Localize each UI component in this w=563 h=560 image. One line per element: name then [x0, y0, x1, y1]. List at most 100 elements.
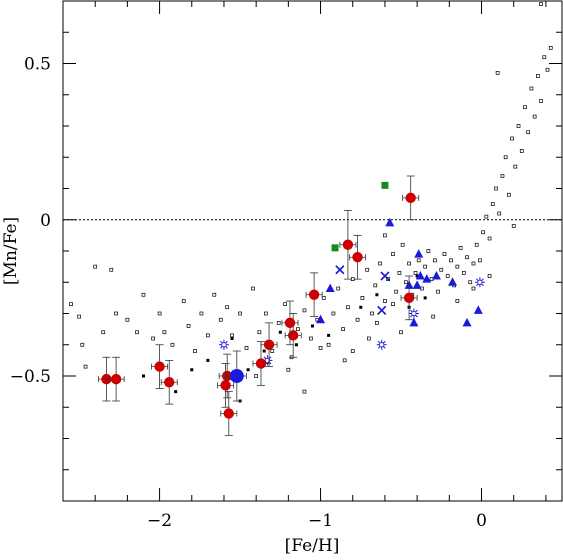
background-open-point [391, 252, 395, 256]
background-open-point [251, 286, 255, 291]
blue-triangle-point [462, 317, 472, 327]
background-open-point [386, 277, 391, 281]
background-open-point [494, 186, 498, 191]
background-open-point [181, 299, 186, 303]
star-series [218, 277, 485, 366]
red-circle-point [101, 373, 112, 385]
background-open-point [500, 174, 505, 178]
background-open-point [407, 261, 411, 266]
background-open-point [101, 330, 106, 335]
background-open-point [416, 258, 421, 263]
background-open-point [336, 286, 341, 291]
background-filled-point [174, 390, 178, 394]
blue-triangle-point [325, 283, 335, 292]
background-open-point [238, 311, 242, 316]
blue-star-center [477, 279, 483, 285]
background-open-point [490, 202, 495, 206]
background-open-point [326, 342, 331, 347]
y-axis-title: [Mn/Fe] [1, 217, 21, 285]
background-open-point [439, 267, 444, 272]
background-open-point [244, 346, 249, 350]
background-open-point [162, 330, 167, 335]
blue-triangle-point [412, 280, 422, 289]
background-open-point [426, 249, 431, 253]
red-circle-point [287, 330, 299, 341]
blue-triangle-point [422, 274, 432, 283]
background-open-point [141, 292, 146, 297]
background-open-point [157, 311, 162, 316]
background-open-point [193, 349, 197, 353]
background-open-point [135, 330, 139, 335]
background-open-point [257, 330, 262, 335]
background-open-point [114, 311, 118, 316]
blue-triangle-point [415, 271, 425, 280]
data-points [69, 2, 553, 436]
background-open-point [383, 233, 387, 238]
background-open-point [529, 86, 534, 91]
background-open-point [296, 327, 300, 331]
background-open-point [442, 252, 447, 256]
axis-ticks: −2 −1 0 −0.5 0 0.5 [10, 0, 562, 531]
blue-triangle-point [431, 271, 441, 280]
blue-triangle-point [409, 317, 419, 327]
background-open-point [350, 349, 355, 353]
small-open-square-series [69, 2, 553, 394]
blue-triangle-point [414, 249, 424, 258]
cross-series [335, 265, 390, 315]
background-open-point [484, 214, 489, 219]
big-circle-errorbar-series [226, 350, 247, 402]
background-open-point [321, 296, 326, 300]
background-open-point [302, 389, 307, 394]
background-filled-point [190, 368, 194, 372]
background-open-point [445, 274, 450, 278]
background-open-point [468, 280, 473, 285]
red-circle-point [308, 289, 320, 300]
background-open-point [151, 336, 155, 341]
background-open-point [318, 346, 323, 350]
background-open-point [199, 311, 204, 316]
red-circle-point [154, 361, 165, 372]
background-open-point [542, 55, 547, 60]
background-open-point [507, 192, 511, 197]
background-filled-point [327, 333, 331, 337]
red-circle-point [223, 408, 234, 419]
background-open-point [212, 292, 217, 297]
small-filled-square-series [141, 274, 427, 403]
blue-cross-point [335, 265, 345, 275]
background-open-point [218, 317, 223, 322]
background-open-point [331, 311, 336, 316]
background-open-point [397, 271, 402, 275]
red-circle-point [263, 339, 275, 350]
background-open-point [206, 333, 210, 338]
x-tick-label: −1 [308, 511, 333, 531]
background-open-point [404, 280, 408, 285]
background-open-point [394, 289, 399, 294]
background-open-point [478, 258, 482, 263]
red-circle-point [352, 252, 363, 263]
background-open-point [375, 321, 379, 325]
background-open-point [431, 314, 436, 319]
background-open-point [341, 327, 345, 331]
triangle-series [316, 217, 483, 327]
x-axis-title: [Fe/H] [285, 536, 340, 555]
background-open-point [545, 67, 550, 72]
blue-cross-point [380, 271, 390, 281]
background-open-point [455, 299, 460, 303]
background-open-point [436, 289, 440, 294]
square-series [331, 181, 389, 252]
background-open-point [383, 299, 387, 303]
y-tick-label: 0 [40, 211, 51, 231]
background-filled-point [278, 330, 282, 334]
background-open-point [93, 264, 98, 269]
blue-triangle-point [473, 305, 483, 314]
blue-star-center [221, 342, 227, 348]
x-tick-label: 0 [476, 511, 487, 531]
background-filled-point [375, 293, 379, 297]
background-open-point [449, 258, 453, 263]
red-circle-point [405, 192, 416, 204]
background-open-point [373, 283, 378, 288]
background-open-point [378, 261, 382, 266]
background-open-point [286, 367, 291, 372]
